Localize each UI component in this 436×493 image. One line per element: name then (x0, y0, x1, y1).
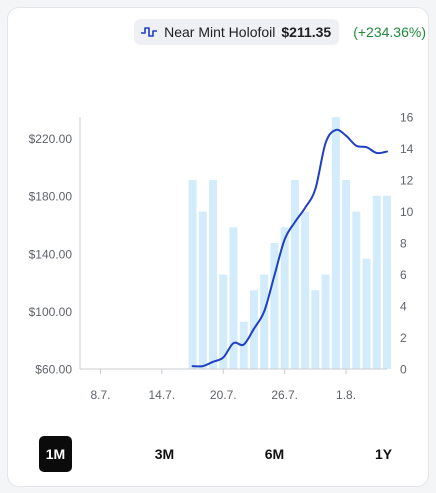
y-axis-left: $60.00 $100.00 $140.00 $180.00 $220.00 (29, 117, 81, 377)
volume-bar (352, 211, 361, 369)
volume-bars (188, 117, 391, 369)
y-right-tick-label: 16 (400, 111, 414, 125)
y-right-tick-label: 14 (400, 142, 414, 156)
x-tick-label: 14.7. (149, 388, 176, 402)
volume-bar (372, 195, 381, 369)
volume-bar (383, 195, 391, 369)
line-chart-icon (141, 27, 158, 37)
y-left-tick-label: $60.00 (35, 363, 72, 377)
y-right-tick-label: 10 (400, 205, 414, 219)
y-left-tick-label: $100.00 (29, 305, 73, 319)
series-legend-pill[interactable]: Near Mint Holofoil $211.35 (134, 19, 340, 45)
volume-bar (219, 274, 228, 369)
price-line (191, 128, 388, 368)
y-left-tick-label: $180.00 (29, 190, 73, 204)
y-right-tick-label: 6 (400, 268, 407, 282)
volume-bar (342, 180, 351, 369)
series-price: $211.35 (281, 24, 332, 40)
price-change: (+234.36%) (353, 24, 426, 40)
tab-3m[interactable]: 3M (154, 446, 175, 462)
volume-bar (290, 180, 299, 369)
y-right-tick-label: 8 (400, 237, 407, 251)
volume-bar (301, 211, 310, 369)
volume-bar (362, 258, 371, 369)
x-axis: 8.7. 14.7. 20.7. 26.7. 1.8. (80, 368, 387, 402)
tab-1m[interactable]: 1M (39, 436, 72, 472)
volume-bar (260, 274, 269, 369)
volume-bar (311, 290, 320, 369)
y-axis-right: 0 2 4 6 8 10 12 14 16 (400, 111, 414, 377)
y-right-tick-label: 12 (400, 174, 414, 188)
tab-1y[interactable]: 1Y (374, 446, 393, 462)
price-line-layer (191, 128, 388, 368)
volume-bar (331, 117, 340, 369)
x-tick-label: 8.7. (90, 388, 110, 402)
volume-bar (280, 227, 289, 369)
x-tick-label: 1.8. (336, 388, 356, 402)
y-right-tick-label: 0 (400, 363, 407, 377)
tab-6m[interactable]: 6M (264, 446, 285, 462)
range-tabs: 1M 3M 6M 1Y (0, 436, 436, 472)
series-name: Near Mint Holofoil (164, 24, 276, 40)
volume-bar (188, 180, 197, 369)
volume-bar (270, 243, 279, 369)
chart-legend: Near Mint Holofoil $211.35 (+234.36%) (134, 19, 426, 45)
y-right-tick-label: 4 (400, 300, 407, 314)
volume-bar (229, 227, 238, 369)
volume-bar (198, 211, 207, 369)
volume-bar (321, 274, 330, 369)
y-left-tick-label: $220.00 (29, 132, 73, 146)
volume-bar (209, 180, 218, 369)
x-tick-label: 20.7. (210, 388, 237, 402)
x-tick-label: 26.7. (271, 388, 298, 402)
y-right-tick-label: 2 (400, 331, 407, 345)
y-left-tick-label: $140.00 (29, 247, 73, 261)
